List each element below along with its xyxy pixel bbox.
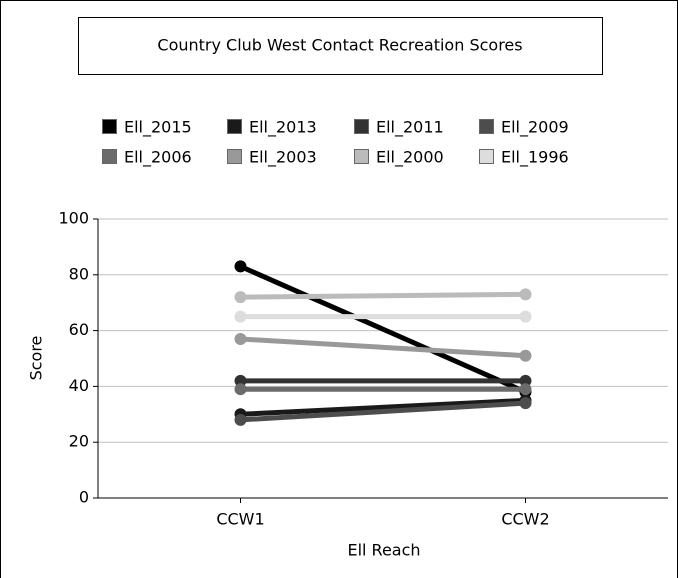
point-marker bbox=[519, 288, 532, 301]
point-marker bbox=[519, 310, 532, 323]
point-marker bbox=[519, 374, 532, 387]
series-line bbox=[240, 291, 526, 300]
legend-label: Ell_1996 bbox=[501, 148, 569, 168]
y-axis-title: Score bbox=[27, 336, 46, 381]
point-marker bbox=[234, 383, 247, 396]
legend-swatch bbox=[354, 119, 369, 134]
x-axis-title: Ell Reach bbox=[347, 541, 420, 560]
legend-label: Ell_2009 bbox=[501, 118, 569, 138]
legend-swatch bbox=[227, 149, 242, 164]
point-marker bbox=[234, 374, 247, 387]
point-marker bbox=[519, 383, 532, 396]
y-tick-label: 0 bbox=[79, 488, 89, 507]
legend-swatch bbox=[102, 119, 117, 134]
legend-swatch bbox=[479, 149, 494, 164]
series-line bbox=[240, 400, 526, 423]
point-marker bbox=[234, 260, 247, 273]
legend-label: Ell_2013 bbox=[249, 118, 317, 138]
legend-label: Ell_2015 bbox=[124, 118, 192, 138]
legend-swatch bbox=[102, 149, 117, 164]
y-tick-label: 100 bbox=[58, 209, 89, 228]
y-tick-label: 20 bbox=[69, 432, 89, 451]
point-marker bbox=[519, 349, 532, 362]
y-tick-label: 80 bbox=[69, 264, 89, 283]
point-marker bbox=[519, 397, 532, 410]
point-marker bbox=[234, 310, 247, 323]
point-marker bbox=[234, 413, 247, 426]
legend-swatch bbox=[479, 119, 494, 134]
point-marker bbox=[234, 332, 247, 345]
legend-label: Ell_2011 bbox=[376, 118, 444, 138]
series-line bbox=[240, 336, 526, 359]
series-line bbox=[239, 264, 527, 395]
chart-title: Country Club West Contact Recreation Sco… bbox=[157, 36, 522, 55]
point-marker bbox=[234, 291, 247, 304]
y-tick-label: 60 bbox=[69, 320, 89, 339]
legend-label: Ell_2003 bbox=[249, 148, 317, 168]
series-line bbox=[240, 397, 526, 417]
legend-label: Ell_2000 bbox=[376, 148, 444, 168]
title-box bbox=[78, 17, 603, 75]
x-tick-label: CCW2 bbox=[501, 510, 549, 529]
legend-swatch bbox=[227, 119, 242, 134]
legend-swatch bbox=[354, 149, 369, 164]
legend-label: Ell_2006 bbox=[124, 148, 192, 168]
x-tick-label: CCW1 bbox=[216, 510, 264, 529]
y-tick-label: 40 bbox=[69, 376, 89, 395]
